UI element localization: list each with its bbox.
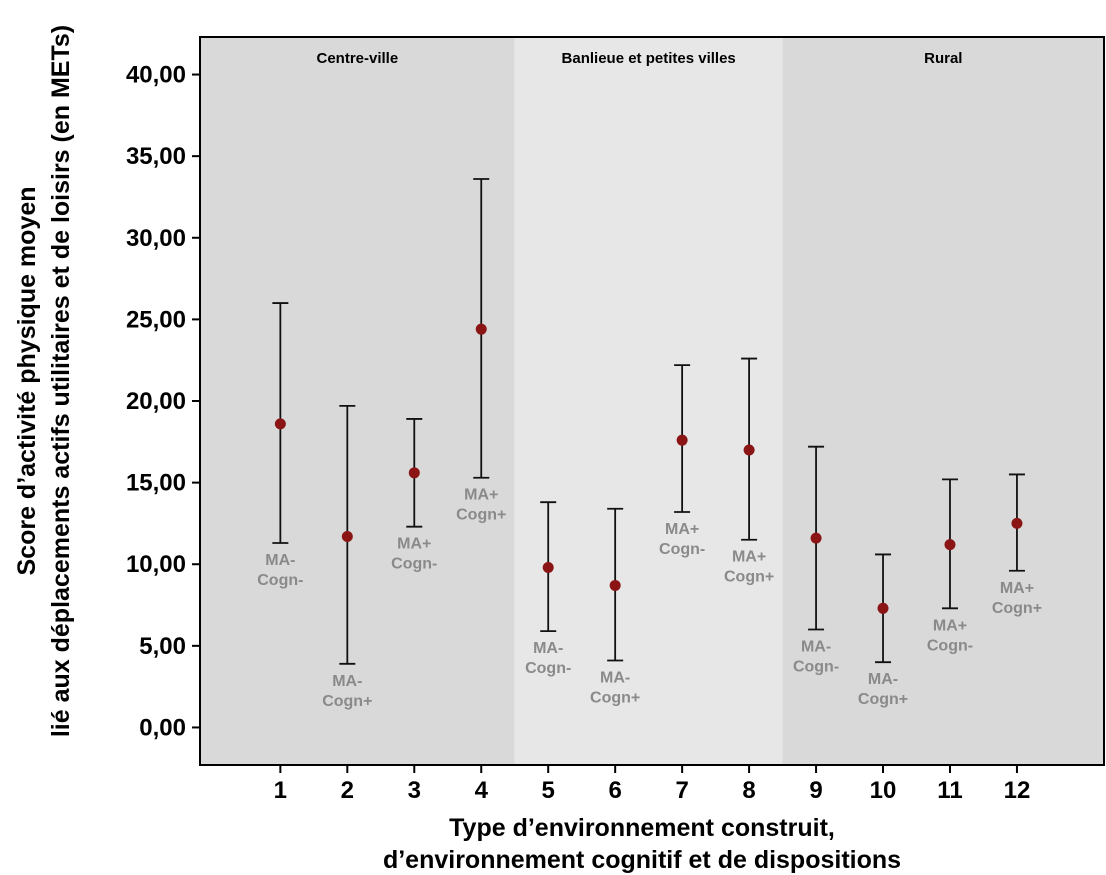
data-point-2 xyxy=(341,530,353,542)
data-point-11 xyxy=(944,539,956,551)
point-label-6: MA-Cogn+ xyxy=(590,670,640,707)
region-background-3 xyxy=(782,37,1104,765)
x-tick-label: 4 xyxy=(475,777,489,804)
data-point-1 xyxy=(274,418,286,430)
region-backgrounds xyxy=(200,37,1104,765)
data-point-4 xyxy=(475,323,487,335)
point-label-5: MA-Cogn- xyxy=(525,640,571,677)
x-tick-label: 7 xyxy=(675,777,688,804)
point-label-9: MA-Cogn- xyxy=(793,639,839,676)
y-tick-label: 5,00 xyxy=(139,633,186,660)
x-axis-ticks: 1 2 3 4 5 6 7 8 9 10 11 12 xyxy=(274,765,1031,804)
y-axis-ticks: 0,00 5,00 10,00 15,00 20,00 25,00 30,00 35,00 40… xyxy=(126,62,200,741)
data-point-3 xyxy=(408,467,420,479)
y-axis-title-line-1: Score d’activité physique moyen xyxy=(13,186,41,575)
region-label-2: Banlieue et petites villes xyxy=(562,50,736,67)
region-background-2 xyxy=(514,37,783,765)
y-axis-title-line-2: lié aux déplacements actifs utilitaires … xyxy=(47,25,75,737)
point-label-12: MA+ Cogn+ xyxy=(992,580,1042,617)
y-tick-label: 35,00 xyxy=(126,143,186,170)
point-label-7: MA+ Cogn- xyxy=(659,521,705,558)
data-point-7 xyxy=(676,434,688,446)
point-label-4: MA+ Cogn+ xyxy=(456,487,506,524)
x-tick-label: 2 xyxy=(341,777,354,804)
y-tick-label: 10,00 xyxy=(126,551,186,578)
y-tick-label: 15,00 xyxy=(126,470,186,497)
x-tick-label: 9 xyxy=(809,777,822,804)
point-label-8: MA+ Cogn+ xyxy=(724,549,774,586)
data-point-12 xyxy=(1011,517,1023,529)
region-label-3: Rural xyxy=(924,50,962,67)
x-tick-label: 1 xyxy=(274,777,287,804)
data-point-5 xyxy=(542,561,554,573)
data-point-6 xyxy=(609,579,621,591)
x-tick-label: 12 xyxy=(1004,777,1031,804)
x-tick-label: 5 xyxy=(542,777,555,804)
y-tick-label: 0,00 xyxy=(139,714,186,741)
x-tick-label: 8 xyxy=(742,777,755,804)
x-tick-label: 3 xyxy=(408,777,421,804)
data-points xyxy=(274,323,1023,614)
point-label-1: MA-Cogn- xyxy=(257,552,303,589)
region-label-1: Centre-ville xyxy=(317,50,399,67)
region-labels: Centre-ville Banlieue et petites villes Ru… xyxy=(317,50,963,67)
point-labels: MA-Cogn- MA-Cogn+ MA+ Cogn- MA+ Cogn+ MA-Cogn-… xyxy=(257,487,1042,710)
y-tick-label: 40,00 xyxy=(126,62,186,89)
x-axis-title-line-2: d’environnement cognitif et de dispositi… xyxy=(383,846,901,874)
y-tick-label: 20,00 xyxy=(126,388,186,415)
point-label-3: MA+ Cogn- xyxy=(391,536,437,573)
x-tick-label: 10 xyxy=(870,777,897,804)
data-point-8 xyxy=(743,444,755,456)
x-axis-title-line-1: Type d’environnement construit, xyxy=(449,814,835,842)
point-label-2: MA-Cogn+ xyxy=(322,673,372,710)
point-label-11: MA+ Cogn- xyxy=(927,617,973,654)
x-tick-label: 11 xyxy=(937,777,962,804)
data-point-9 xyxy=(810,532,822,544)
y-tick-label: 25,00 xyxy=(126,306,186,333)
data-point-10 xyxy=(877,602,889,614)
point-label-10: MA-Cogn+ xyxy=(858,671,908,708)
region-background-1 xyxy=(200,37,515,765)
y-tick-label: 30,00 xyxy=(126,225,186,252)
x-tick-label: 6 xyxy=(608,777,621,804)
